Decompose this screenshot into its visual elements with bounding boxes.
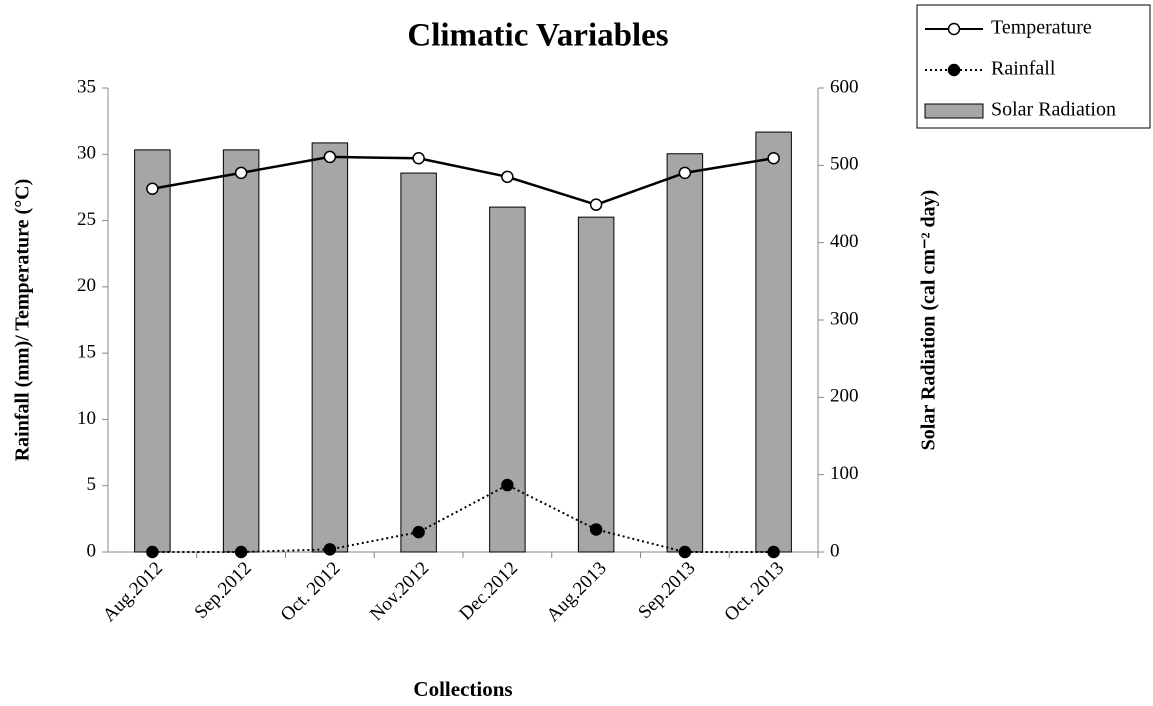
y-axis-title: Rainfall (mm)/ Temperature (°C) <box>12 179 34 462</box>
point <box>678 545 692 559</box>
y2-tick-label: 500 <box>830 154 859 175</box>
point <box>412 525 425 539</box>
y-tick-label: 0 <box>87 540 97 561</box>
y-tick-label: 15 <box>77 342 96 363</box>
bar <box>666 153 704 553</box>
y-tick-label: 5 <box>87 474 97 495</box>
y2-tick-label: 600 <box>830 76 859 97</box>
point <box>412 152 425 165</box>
y2-tick-label: 300 <box>830 308 859 329</box>
x-tick-label: Aug.2012 <box>99 558 167 626</box>
bar <box>489 206 526 553</box>
point <box>589 198 603 211</box>
y2-axis-title: Solar Radiation (cal cm⁻² day) <box>918 190 940 451</box>
point <box>323 150 337 164</box>
legend-marker <box>947 63 961 77</box>
x-tick-label: Oct. 2012 <box>277 558 345 626</box>
legend-swatch <box>924 103 984 119</box>
point <box>767 152 780 165</box>
x-tick-label: Sep.2013 <box>634 558 699 623</box>
legend-label: Rainfall <box>991 58 1056 80</box>
y-tick-label: 10 <box>77 408 96 429</box>
point <box>234 166 248 180</box>
y2-tick-label: 200 <box>830 386 859 407</box>
y-tick-label: 30 <box>77 143 96 164</box>
line <box>152 155 774 206</box>
y2-tick-label: 0 <box>830 540 840 561</box>
legend-label: Solar Radiation <box>991 99 1116 121</box>
y-tick-label: 35 <box>77 76 96 97</box>
point <box>589 523 603 536</box>
point <box>501 170 514 184</box>
y-tick-label: 25 <box>77 209 96 230</box>
x-tick-label: Aug.2013 <box>543 558 611 626</box>
bar <box>577 216 615 553</box>
x-tick-label: Sep.2012 <box>191 558 256 623</box>
point <box>501 478 514 492</box>
bar <box>755 131 792 553</box>
point <box>146 182 159 196</box>
bar <box>134 149 171 553</box>
legend-marker <box>947 22 961 36</box>
point <box>767 545 780 559</box>
y2-tick-label: 400 <box>830 231 859 252</box>
x-axis-title: Collections <box>413 677 512 701</box>
point <box>323 543 337 556</box>
x-tick-label: Nov.2012 <box>366 558 433 625</box>
bar <box>311 142 349 553</box>
y-tick-label: 20 <box>77 275 96 296</box>
y2-tick-label: 100 <box>830 463 859 484</box>
point <box>146 545 159 559</box>
x-tick-label: Oct. 2013 <box>720 558 788 626</box>
legend-label: Temperature <box>991 17 1092 39</box>
point <box>678 166 692 180</box>
chart-title: Climatic Variables <box>407 18 668 54</box>
bar <box>222 149 260 553</box>
x-tick-label: Dec.2012 <box>455 558 522 625</box>
bar <box>400 172 437 553</box>
point <box>234 545 248 559</box>
